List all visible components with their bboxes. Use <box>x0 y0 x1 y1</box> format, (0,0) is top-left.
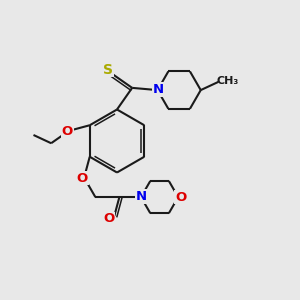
Text: S: S <box>103 63 113 76</box>
Text: O: O <box>175 190 186 204</box>
Text: O: O <box>62 125 73 138</box>
Text: CH₃: CH₃ <box>217 76 239 86</box>
Text: O: O <box>103 212 115 225</box>
Text: N: N <box>136 190 147 203</box>
Text: N: N <box>153 83 164 96</box>
Text: O: O <box>77 172 88 185</box>
